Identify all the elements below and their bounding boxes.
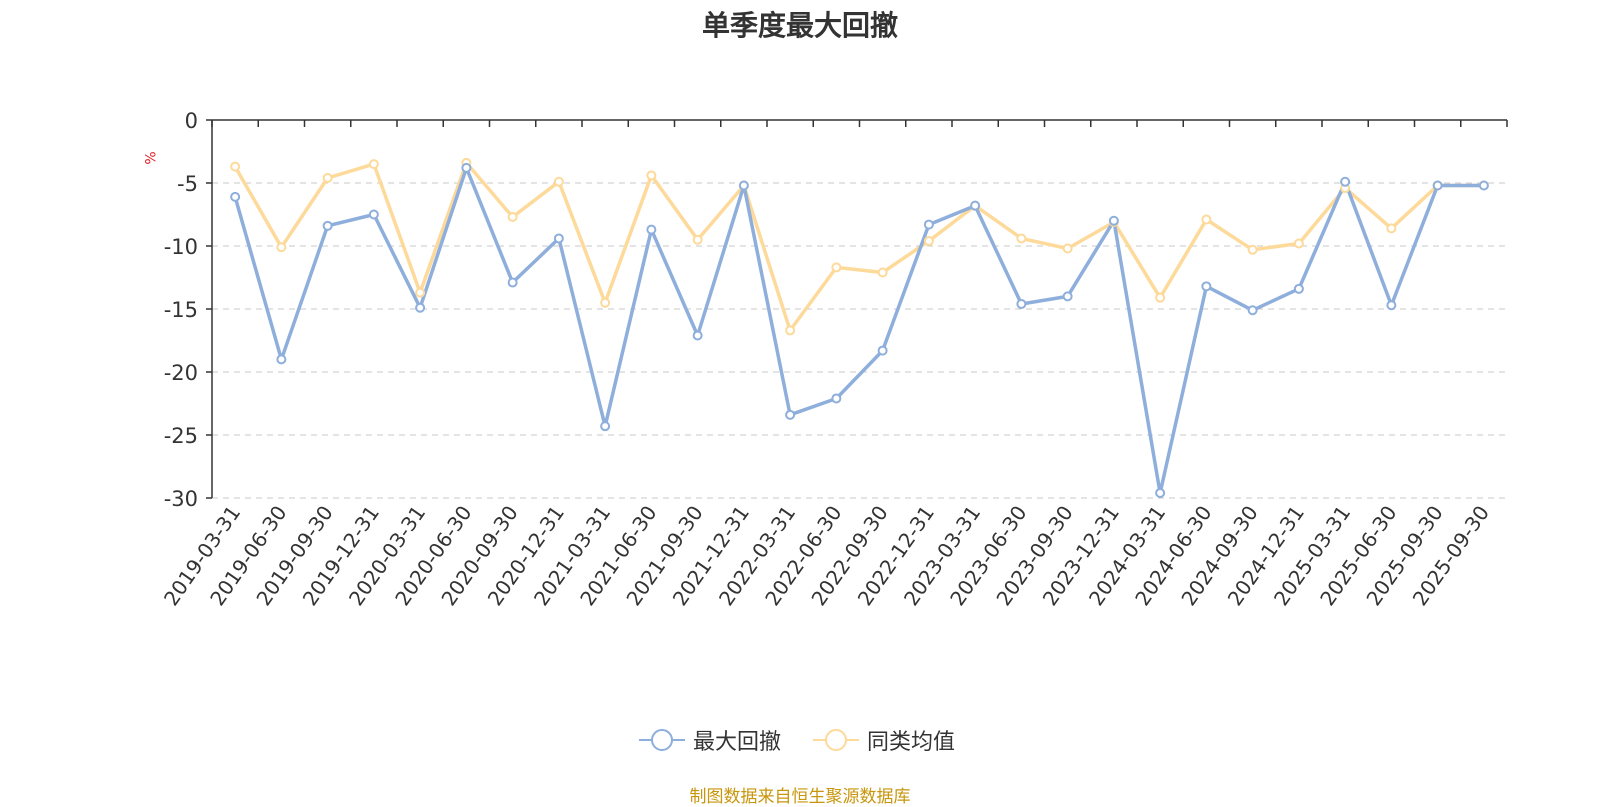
data-point-series-1 bbox=[553, 176, 564, 187]
data-point-series-0 bbox=[738, 180, 749, 191]
y-tick-label: -30 bbox=[164, 487, 198, 511]
legend-swatch-marker bbox=[825, 729, 847, 751]
data-point-series-0 bbox=[600, 421, 611, 432]
data-point-series-0 bbox=[461, 162, 472, 173]
data-point-series-0 bbox=[923, 219, 934, 230]
data-point-series-1 bbox=[1016, 233, 1027, 244]
data-point-series-0 bbox=[1247, 305, 1258, 316]
data-point-series-0 bbox=[1016, 298, 1027, 309]
data-point-series-0 bbox=[230, 191, 241, 202]
data-point-series-1 bbox=[1201, 214, 1212, 225]
data-point-series-1 bbox=[230, 161, 241, 172]
data-point-series-0 bbox=[646, 224, 657, 235]
y-tick-label: -25 bbox=[164, 424, 198, 448]
series-line-0 bbox=[233, 166, 1484, 495]
legend-label: 最大回撤 bbox=[693, 730, 782, 755]
data-point-series-0 bbox=[1386, 300, 1397, 311]
y-tick-label: -20 bbox=[164, 361, 198, 385]
source-note: 制图数据来自恒生聚源数据库 bbox=[689, 787, 911, 807]
data-point-series-1 bbox=[276, 242, 287, 253]
data-point-series-0 bbox=[368, 209, 379, 220]
data-point-series-1 bbox=[1155, 292, 1166, 303]
legend: 最大回撤 同类均值 bbox=[0, 722, 1600, 758]
data-point-series-1 bbox=[923, 235, 934, 246]
chart-plot: 0-5-10-15-20-25-302019-03-312019-06-3020… bbox=[159, 109, 1508, 610]
data-point-series-1 bbox=[646, 170, 657, 181]
y-tick-label: -10 bbox=[164, 235, 198, 259]
legend-swatch-icon bbox=[639, 729, 685, 751]
legend-swatch-marker bbox=[651, 729, 673, 751]
data-point-series-0 bbox=[1155, 487, 1166, 498]
axes: 0-5-10-15-20-25-302019-03-312019-06-3020… bbox=[159, 109, 1508, 610]
y-tick-label: -5 bbox=[177, 172, 198, 196]
data-point-series-0 bbox=[1432, 180, 1443, 191]
series-layer bbox=[230, 157, 1489, 498]
data-point-series-0 bbox=[1340, 176, 1351, 187]
data-point-series-0 bbox=[1108, 215, 1119, 226]
data-point-series-0 bbox=[1293, 283, 1304, 294]
data-point-series-0 bbox=[415, 302, 426, 313]
data-point-series-1 bbox=[368, 159, 379, 170]
data-point-series-0 bbox=[276, 354, 287, 365]
data-point-series-0 bbox=[1062, 291, 1073, 302]
data-point-series-1 bbox=[1293, 238, 1304, 249]
legend-item-1[interactable]: 同类均值 bbox=[811, 722, 955, 758]
data-point-series-0 bbox=[1201, 281, 1212, 292]
data-point-series-0 bbox=[1478, 180, 1489, 191]
chart-title: 单季度最大回撤 bbox=[701, 9, 898, 42]
data-point-series-1 bbox=[785, 325, 796, 336]
data-point-series-1 bbox=[1062, 243, 1073, 254]
data-point-series-1 bbox=[831, 262, 842, 273]
data-point-series-0 bbox=[785, 409, 796, 420]
data-point-series-0 bbox=[507, 277, 518, 288]
data-point-series-0 bbox=[553, 233, 564, 244]
data-point-series-1 bbox=[415, 287, 426, 298]
data-point-series-1 bbox=[1386, 223, 1397, 234]
data-point-series-1 bbox=[507, 212, 518, 223]
legend-item-0[interactable]: 最大回撤 bbox=[637, 722, 781, 758]
data-point-series-0 bbox=[970, 200, 981, 211]
data-point-series-1 bbox=[877, 267, 888, 278]
data-point-series-0 bbox=[322, 220, 333, 231]
legend-swatch-icon bbox=[813, 729, 859, 751]
grid-lines bbox=[212, 182, 1507, 499]
data-point-series-0 bbox=[831, 393, 842, 404]
data-point-series-1 bbox=[600, 297, 611, 308]
series-line-1 bbox=[233, 161, 1484, 333]
data-point-series-1 bbox=[692, 234, 703, 245]
data-point-series-0 bbox=[692, 330, 703, 341]
data-point-series-1 bbox=[1247, 244, 1258, 255]
y-tick-label: -15 bbox=[164, 298, 198, 322]
data-point-series-1 bbox=[322, 172, 333, 183]
legend-label: 同类均值 bbox=[867, 730, 956, 755]
y-tick-label: 0 bbox=[185, 109, 198, 133]
data-point-series-0 bbox=[877, 345, 888, 356]
